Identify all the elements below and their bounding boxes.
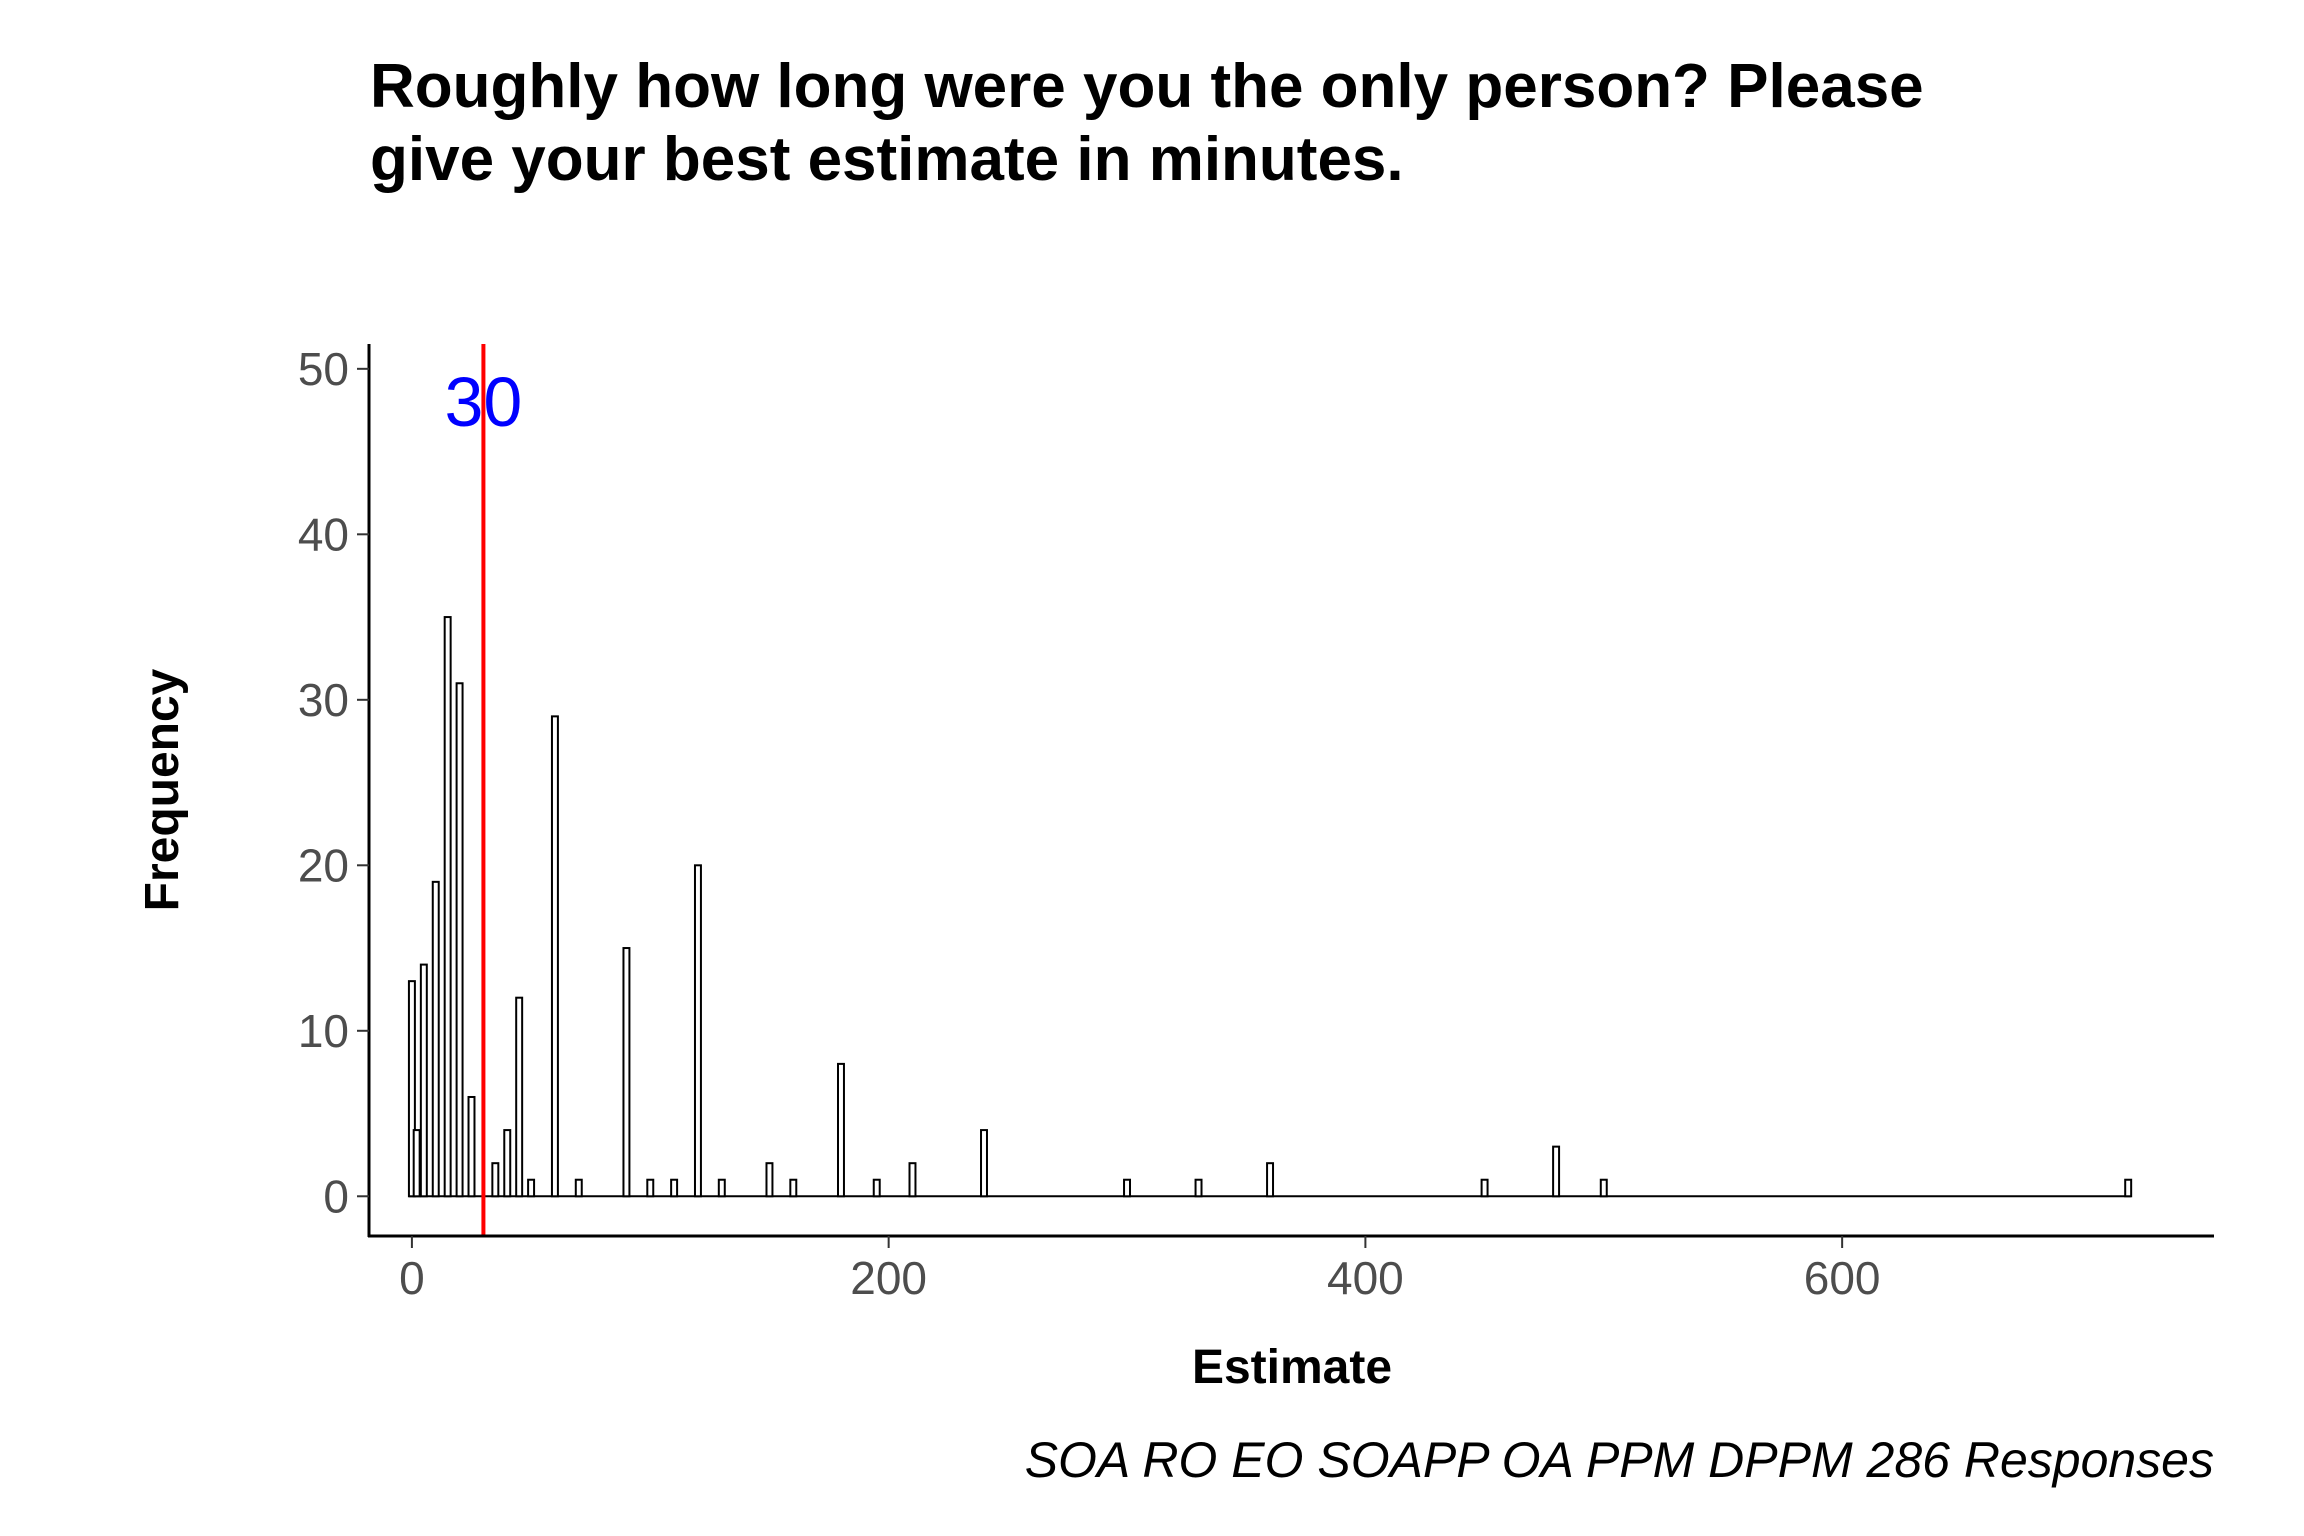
histogram-bar bbox=[443, 616, 452, 1198]
chart-title-line-1: Roughly how long were you the only perso… bbox=[370, 52, 1924, 121]
histogram-bar bbox=[908, 1162, 917, 1198]
x-tick-label: 0 bbox=[399, 1252, 425, 1304]
histogram-bar bbox=[527, 1178, 536, 1198]
reference-layer: 30 bbox=[444, 344, 522, 1236]
histogram-bar bbox=[503, 1129, 512, 1198]
chart-caption: SOA RO EO SOAPP OA PPM DPPM 286 Response… bbox=[1025, 1432, 2214, 1488]
y-tick-label: 30 bbox=[298, 674, 349, 726]
histogram-bar bbox=[467, 1095, 476, 1198]
y-tick-label: 10 bbox=[298, 1005, 349, 1057]
histogram-bar bbox=[407, 980, 416, 1198]
histogram-bar bbox=[412, 1129, 421, 1198]
histogram-bar bbox=[431, 880, 440, 1198]
histogram-bar bbox=[550, 715, 559, 1198]
axes bbox=[367, 344, 2214, 1238]
histogram-bar bbox=[1480, 1178, 1489, 1198]
x-tick-label: 600 bbox=[1804, 1252, 1881, 1304]
x-tick-label: 400 bbox=[1327, 1252, 1404, 1304]
histogram-bar bbox=[789, 1178, 798, 1198]
histogram-bar bbox=[980, 1129, 988, 1198]
histogram-bar bbox=[1123, 1178, 1132, 1198]
histogram-bar bbox=[455, 682, 464, 1198]
histogram-bar bbox=[765, 1162, 774, 1198]
histogram-bar bbox=[491, 1162, 500, 1198]
y-ticks: 0 10 20 30 40 50 bbox=[298, 343, 369, 1222]
chart-title: Roughly how long were you the only perso… bbox=[370, 52, 1924, 194]
y-tick-label: 50 bbox=[298, 343, 349, 395]
histogram-bar bbox=[646, 1178, 655, 1198]
histogram-bar bbox=[693, 864, 702, 1198]
x-axis-title: Estimate bbox=[1192, 1341, 1392, 1394]
histogram-bar bbox=[419, 963, 428, 1198]
histogram-bar bbox=[622, 947, 631, 1198]
x-ticks: 0 200 400 600 bbox=[399, 1236, 1881, 1304]
median-reference-label: 30 bbox=[444, 363, 522, 441]
histogram-bar bbox=[1266, 1162, 1275, 1198]
histogram-bar bbox=[717, 1178, 726, 1198]
histogram-bar bbox=[1552, 1145, 1561, 1198]
chart-title-line-2: give your best estimate in minutes. bbox=[370, 125, 1404, 194]
histogram-bar bbox=[836, 1062, 845, 1198]
y-axis-title: Frequency bbox=[136, 668, 189, 911]
y-tick-label: 20 bbox=[298, 839, 349, 891]
histogram-bar bbox=[1599, 1178, 1608, 1198]
histogram-bar bbox=[574, 1178, 583, 1198]
bars-layer bbox=[407, 616, 2133, 1198]
y-tick-label: 0 bbox=[323, 1170, 349, 1222]
histogram-bar bbox=[872, 1178, 881, 1198]
histogram-bar bbox=[2124, 1178, 2133, 1198]
histogram-bar bbox=[670, 1178, 679, 1198]
histogram-bar bbox=[515, 996, 524, 1198]
x-tick-label: 200 bbox=[850, 1252, 927, 1304]
y-tick-label: 40 bbox=[298, 508, 349, 560]
histogram-bar bbox=[1194, 1178, 1203, 1198]
